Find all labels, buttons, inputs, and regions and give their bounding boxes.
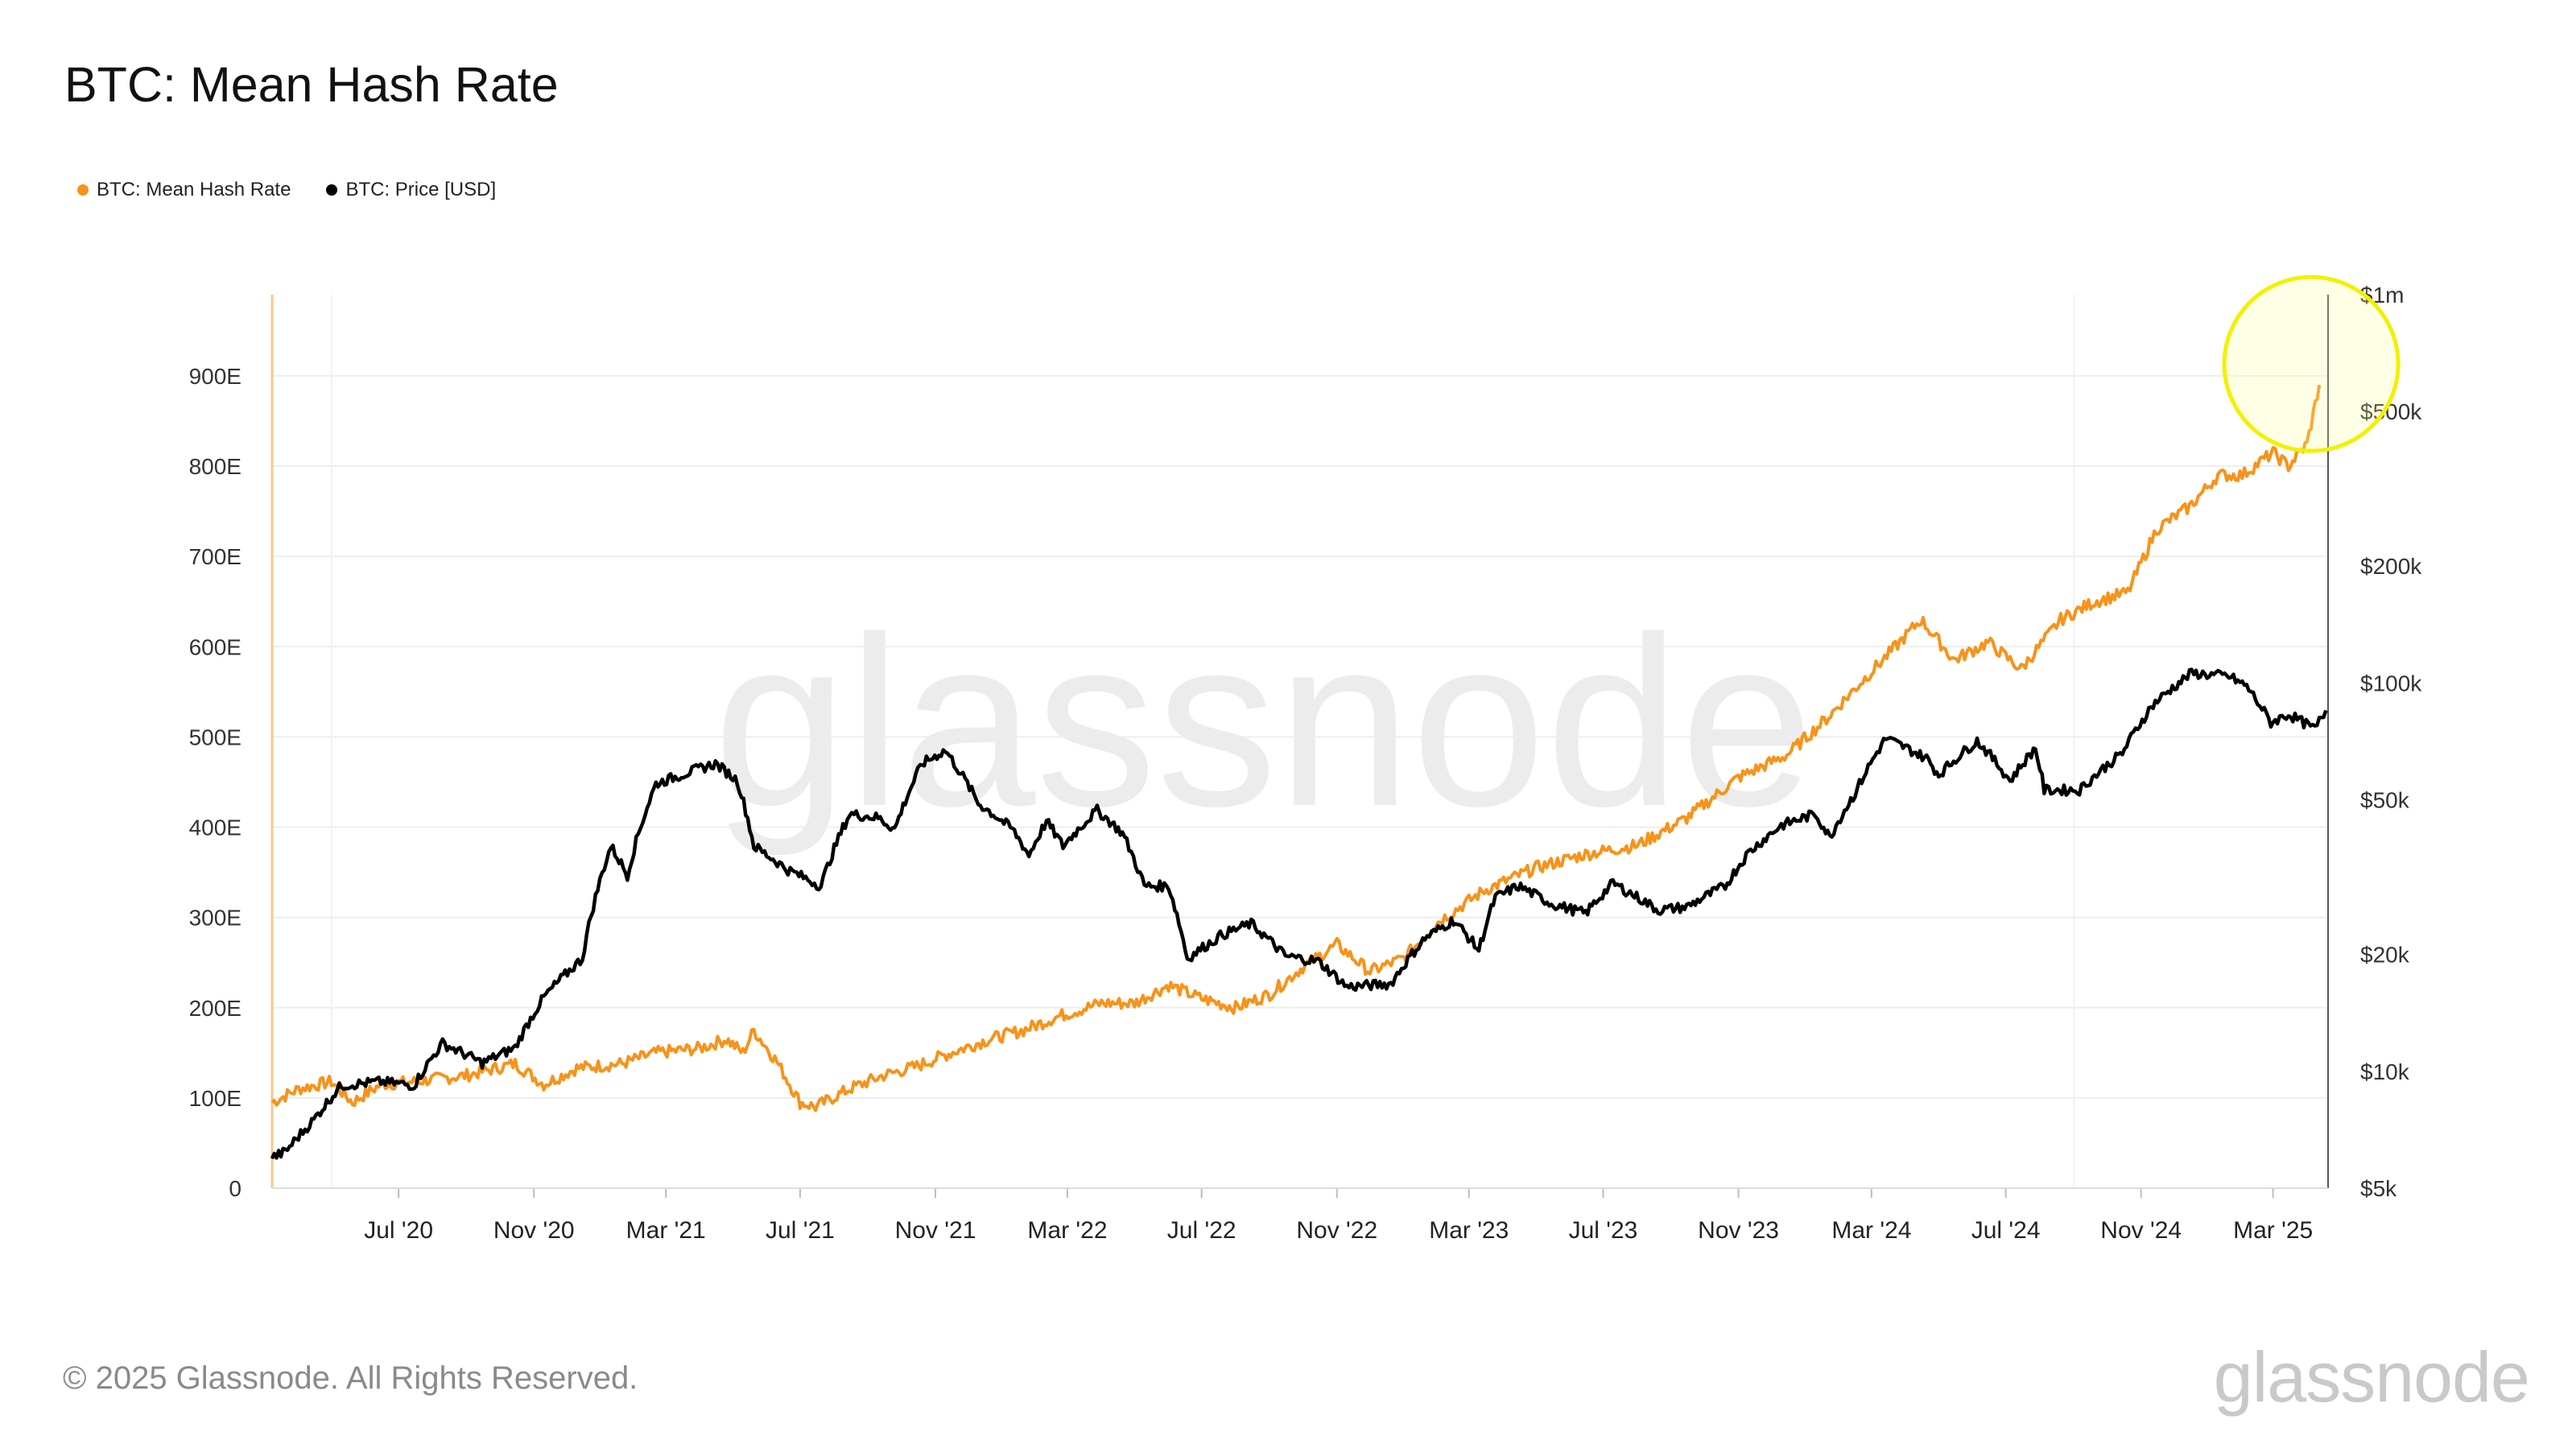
legend-item-price[interactable]: BTC: Price [USD] — [326, 179, 496, 201]
y-right-tick-label: $100k — [2360, 671, 2422, 696]
y-left-tick-label: 900E — [189, 364, 242, 389]
series-line-price[interactable] — [270, 667, 2328, 1160]
legend-dot-hash-rate — [77, 184, 89, 196]
y-left-tick-label: 600E — [189, 634, 242, 659]
x-tick-label: Nov '21 — [895, 1217, 976, 1244]
legend-label-price: BTC: Price [USD] — [345, 179, 497, 200]
y-right-tick-label: $5k — [2360, 1176, 2397, 1201]
y-right-tick-label: $50k — [2360, 788, 2410, 813]
y-left-tick-label: 100E — [189, 1086, 242, 1111]
highlight-circle — [2222, 275, 2401, 453]
y-right-tick-label: $20k — [2360, 943, 2410, 968]
y-left-tick-label: 0 — [229, 1176, 242, 1201]
gridlines — [272, 295, 2328, 1188]
x-tick-label: Nov '23 — [1698, 1217, 1779, 1244]
series-group — [270, 384, 2328, 1160]
y-left-tick-label: 400E — [189, 815, 242, 840]
y-left-tick-label: 700E — [189, 544, 242, 569]
annotations — [2222, 275, 2401, 453]
y-right-tick-label: $200k — [2360, 554, 2422, 579]
x-tick-label: Mar '22 — [1027, 1217, 1107, 1244]
y-right-tick-label: $10k — [2360, 1059, 2410, 1084]
x-tick-label: Nov '22 — [1296, 1217, 1377, 1244]
x-tick-label: Mar '24 — [1831, 1217, 1911, 1244]
x-tick-label: Mar '21 — [626, 1217, 706, 1244]
x-tick-label: Nov '24 — [2100, 1217, 2182, 1244]
y-left-tick-label: 800E — [189, 454, 242, 479]
watermark-text: glassnode — [713, 586, 1814, 858]
legend: BTC: Mean Hash Rate BTC: Price [USD] — [77, 179, 496, 201]
y-left-tick-label: 200E — [189, 996, 242, 1021]
legend-dot-price — [326, 184, 338, 196]
y-right-tick-label: $1m — [2360, 283, 2404, 308]
x-tick-label: Mar '25 — [2233, 1217, 2313, 1244]
x-tick-label: Jul '22 — [1167, 1217, 1236, 1244]
x-tick-label: Jul '23 — [1569, 1217, 1638, 1244]
x-tick-label: Jul '24 — [1971, 1217, 2041, 1244]
legend-label-hash-rate: BTC: Mean Hash Rate — [97, 179, 291, 200]
x-tick-label: Jul '20 — [364, 1217, 433, 1244]
brand-logo: glassnode — [2213, 1337, 2530, 1417]
chart-title: BTC: Mean Hash Rate — [64, 57, 559, 112]
series-line-hash-rate[interactable] — [270, 384, 2322, 1113]
x-tick-label: Mar '23 — [1429, 1217, 1509, 1244]
x-tick-label: Nov '20 — [493, 1217, 575, 1244]
x-tick-label: Jul '21 — [766, 1217, 835, 1244]
copyright-footer: © 2025 Glassnode. All Rights Reserved. — [63, 1360, 638, 1396]
y-left-tick-label: 300E — [189, 906, 242, 931]
axes: 0 100E 200E 300E 400E 500E 600E 700E 800E 900E Jul… — [189, 283, 2423, 1244]
legend-item-hash-rate[interactable]: BTC: Mean Hash Rate — [77, 179, 291, 201]
y-left-tick-label: 500E — [189, 724, 242, 749]
y-right-tick-label: $500k — [2360, 399, 2422, 424]
